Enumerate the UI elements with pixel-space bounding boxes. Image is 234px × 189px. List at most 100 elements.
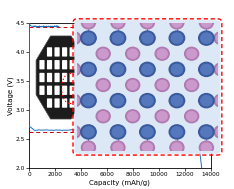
Circle shape [111, 141, 125, 154]
Circle shape [199, 16, 213, 29]
Circle shape [157, 80, 167, 90]
Circle shape [83, 18, 94, 27]
Circle shape [169, 94, 185, 108]
Circle shape [199, 125, 214, 139]
FancyBboxPatch shape [77, 73, 82, 82]
Circle shape [128, 49, 138, 58]
FancyBboxPatch shape [69, 60, 75, 69]
Circle shape [140, 31, 155, 45]
Circle shape [112, 64, 124, 74]
Circle shape [83, 127, 94, 137]
FancyBboxPatch shape [39, 60, 44, 69]
FancyBboxPatch shape [47, 47, 52, 57]
Circle shape [185, 79, 199, 91]
Circle shape [186, 49, 197, 58]
Circle shape [140, 16, 154, 29]
Circle shape [69, 33, 79, 43]
Circle shape [81, 16, 95, 29]
Circle shape [171, 127, 183, 137]
Circle shape [199, 94, 214, 108]
Circle shape [171, 64, 183, 74]
FancyBboxPatch shape [47, 86, 52, 95]
Circle shape [98, 80, 108, 90]
Circle shape [81, 141, 95, 154]
FancyBboxPatch shape [62, 73, 67, 82]
Circle shape [140, 94, 155, 108]
Circle shape [170, 141, 184, 154]
Circle shape [169, 62, 185, 76]
FancyBboxPatch shape [69, 73, 75, 82]
Circle shape [69, 96, 79, 105]
FancyBboxPatch shape [69, 86, 75, 95]
Circle shape [83, 95, 94, 106]
Circle shape [186, 112, 197, 121]
Circle shape [113, 18, 123, 27]
Circle shape [67, 32, 81, 45]
Circle shape [157, 49, 167, 58]
Circle shape [126, 110, 140, 123]
Circle shape [112, 95, 124, 106]
Circle shape [83, 143, 94, 152]
FancyBboxPatch shape [55, 60, 60, 69]
Circle shape [67, 94, 81, 107]
FancyBboxPatch shape [62, 86, 67, 95]
Circle shape [140, 141, 154, 154]
Circle shape [126, 79, 140, 91]
Circle shape [140, 62, 155, 76]
Circle shape [112, 33, 124, 43]
Circle shape [170, 16, 184, 29]
Circle shape [67, 63, 81, 76]
Circle shape [172, 18, 182, 27]
Circle shape [201, 95, 212, 106]
Circle shape [142, 64, 153, 74]
Circle shape [155, 110, 169, 123]
Circle shape [69, 127, 79, 136]
Circle shape [110, 94, 126, 108]
Circle shape [142, 18, 153, 27]
Circle shape [110, 62, 126, 76]
FancyBboxPatch shape [77, 86, 82, 95]
FancyBboxPatch shape [55, 47, 60, 57]
X-axis label: Capacity (mAh/g): Capacity (mAh/g) [89, 180, 150, 186]
Circle shape [69, 65, 79, 74]
FancyBboxPatch shape [47, 98, 52, 108]
Circle shape [112, 127, 124, 137]
Circle shape [157, 112, 167, 121]
FancyBboxPatch shape [47, 60, 52, 69]
Circle shape [98, 49, 108, 58]
Circle shape [96, 79, 110, 91]
Circle shape [216, 65, 226, 74]
Circle shape [201, 127, 212, 137]
Circle shape [128, 112, 138, 121]
Circle shape [201, 33, 212, 43]
Circle shape [111, 16, 125, 29]
Circle shape [169, 125, 185, 139]
FancyBboxPatch shape [62, 98, 67, 108]
Circle shape [96, 47, 110, 60]
Circle shape [214, 125, 228, 138]
FancyBboxPatch shape [62, 60, 67, 69]
Circle shape [140, 125, 155, 139]
Circle shape [83, 64, 94, 74]
Polygon shape [36, 36, 86, 119]
FancyBboxPatch shape [74, 20, 220, 154]
Circle shape [142, 127, 153, 137]
Y-axis label: Voltage (V): Voltage (V) [7, 76, 14, 115]
FancyBboxPatch shape [39, 86, 44, 95]
Circle shape [171, 33, 183, 43]
FancyBboxPatch shape [69, 47, 75, 57]
Circle shape [83, 33, 94, 43]
Circle shape [67, 125, 81, 138]
FancyBboxPatch shape [47, 73, 52, 82]
Circle shape [96, 110, 110, 123]
Circle shape [110, 31, 126, 45]
Circle shape [81, 94, 96, 108]
Circle shape [216, 96, 226, 105]
FancyBboxPatch shape [55, 98, 60, 108]
Circle shape [172, 143, 182, 152]
FancyBboxPatch shape [77, 60, 82, 69]
Circle shape [128, 80, 138, 90]
Circle shape [81, 31, 96, 45]
Circle shape [171, 95, 183, 106]
Circle shape [110, 125, 126, 139]
